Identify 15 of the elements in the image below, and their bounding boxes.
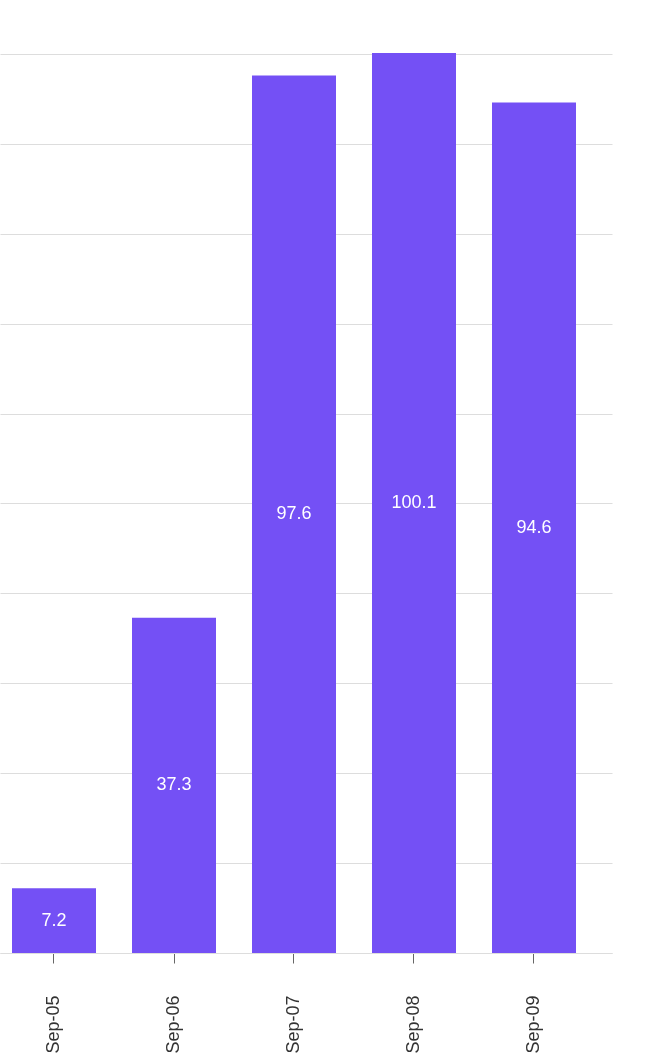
bar: [252, 75, 336, 953]
data-label: 94.6: [516, 516, 552, 537]
x-tick-label: Sep-09: [523, 995, 543, 1054]
data-label: 7.2: [41, 909, 67, 930]
data-label: 100.1: [391, 492, 437, 512]
bar: [132, 617, 216, 953]
data-label: 97.6: [276, 503, 312, 524]
x-tick-label: Sep-06: [163, 995, 183, 1054]
x-tick-label: Sep-07: [283, 995, 303, 1054]
data-label: 37.3: [156, 774, 192, 795]
x-tick-label: Sep-08: [403, 995, 423, 1054]
bar: [372, 53, 456, 953]
bar: [492, 102, 576, 953]
x-tick-label: Sep-05: [43, 995, 63, 1054]
bar: [12, 888, 96, 953]
